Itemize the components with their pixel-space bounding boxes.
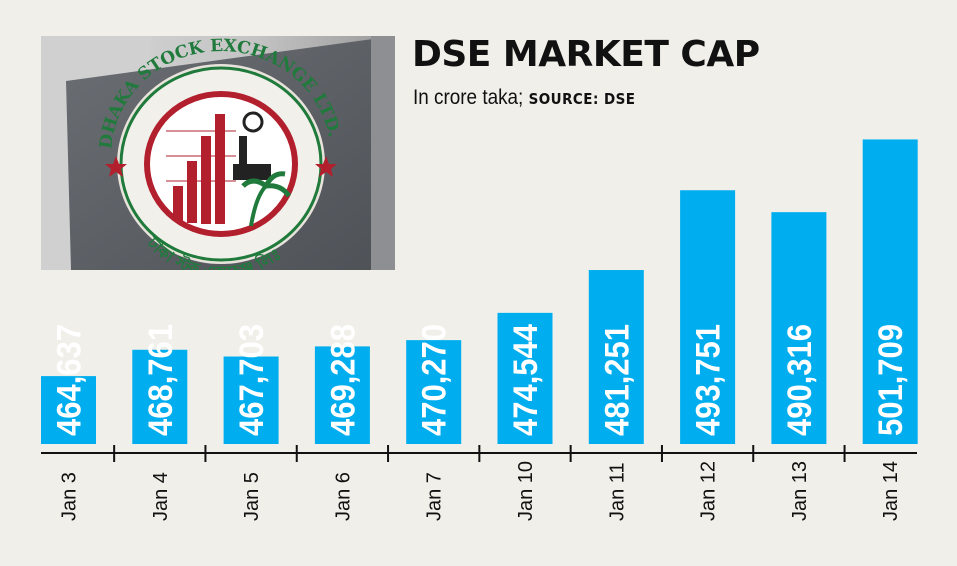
bar-value-label: 501,709 <box>872 324 910 436</box>
x-axis <box>41 445 917 462</box>
seal-factory-icon <box>233 111 271 180</box>
bar-value-label: 464,637 <box>51 324 89 436</box>
subtitle-unit: In crore taka; <box>413 86 524 109</box>
bar-value-label: 490,316 <box>781 324 819 436</box>
bar-value-label: 468,761 <box>142 324 180 436</box>
x-tick-label: Jan 14 <box>880 461 902 521</box>
bar-jan-12 <box>680 190 736 444</box>
x-tick-label: Jan 13 <box>789 461 811 521</box>
bar-jan-7 <box>406 340 462 444</box>
subtitle-source: SOURCE: DSE <box>528 90 636 108</box>
x-tick-labels: Jan 3 Jan 4 Jan 5 Jan 6 Jan 7 Jan 10 Jan 11 Jan… <box>59 461 903 521</box>
bar-jan-14 <box>862 139 918 444</box>
seal-star-right-icon <box>315 156 337 177</box>
x-tick-label: Jan 11 <box>606 462 628 521</box>
bar-value-label: 481,251 <box>598 324 636 436</box>
chart-subtitle: In crore taka; SOURCE: DSE <box>413 86 635 110</box>
seal-chart-bars <box>166 114 236 224</box>
bar-value-label: 467,703 <box>233 324 271 436</box>
bar-jan-10 <box>497 312 553 444</box>
x-tick-label: Jan 12 <box>698 461 720 521</box>
dse-logo-photo: DHAKA STOCK EXCHANGE LTD. ঢাকা স্টক এক্স… <box>41 36 395 270</box>
x-tick-label: Jan 10 <box>515 461 537 521</box>
bar-value-label: 470,270 <box>416 324 454 436</box>
x-tick-label: Jan 5 <box>241 472 263 521</box>
x-tick-label: Jan 3 <box>59 472 81 521</box>
bar-jan-3 <box>41 376 96 444</box>
bar-value-label: 469,288 <box>324 324 362 436</box>
bar-jan-11 <box>588 270 644 444</box>
dse-seal-image: DHAKA STOCK EXCHANGE LTD. ঢাকা স্টক এক্স… <box>41 36 395 270</box>
x-tick-label: Jan 4 <box>150 472 172 521</box>
bar-value-label: 474,544 <box>507 324 545 436</box>
bars-group: 464,637 468,761 467,703 469,288 470,270 474,5… <box>41 139 918 444</box>
bar-value-label: 493,751 <box>690 324 728 436</box>
seal-star-left-icon <box>105 156 127 177</box>
x-tick-label: Jan 7 <box>424 472 446 521</box>
x-tick-label: Jan 6 <box>332 472 354 521</box>
seal-palm-icon <box>241 171 292 227</box>
bar-jan-5 <box>223 356 279 444</box>
bar-jan-13 <box>771 212 827 444</box>
bar-jan-4 <box>132 349 188 444</box>
bar-jan-6 <box>314 346 370 444</box>
chart-title: DSE MARKET CAP <box>412 34 760 75</box>
